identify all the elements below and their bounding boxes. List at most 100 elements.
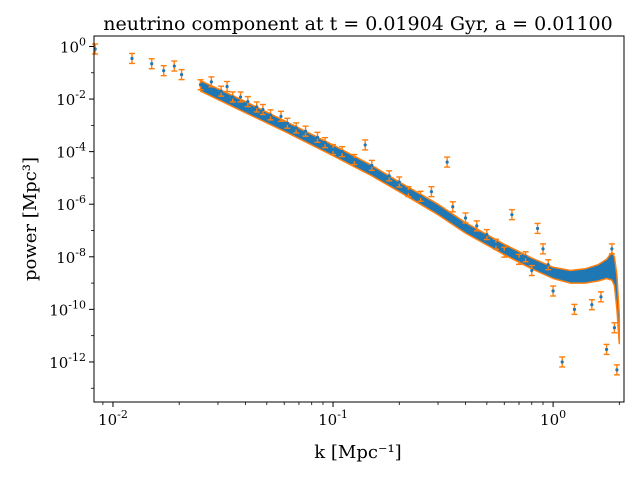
point-marker [225, 84, 229, 89]
point-marker [502, 250, 506, 254]
data-point [611, 322, 618, 334]
point-marker [406, 190, 410, 194]
y-tick-label: 100 [60, 35, 86, 56]
data-point [267, 109, 274, 121]
data-point [396, 176, 403, 188]
spectrum-band [199, 79, 621, 345]
data-point [462, 212, 469, 224]
point-marker [246, 99, 250, 104]
point-marker [572, 307, 577, 311]
y-axis-ticks: 100 10-2 10-4 10-6 10-8 10-10 10-12 [49, 35, 94, 389]
point-marker [162, 69, 166, 73]
point-marker [560, 360, 564, 364]
data-point [322, 136, 329, 149]
point-marker [475, 224, 479, 228]
point-marker [615, 368, 619, 372]
point-marker [517, 257, 521, 261]
point-marker [610, 247, 614, 251]
point-marker [551, 289, 555, 293]
data-point [534, 222, 541, 235]
data-points [92, 43, 620, 376]
point-marker [419, 194, 423, 198]
point-marker [279, 114, 283, 118]
data-point [160, 64, 167, 77]
point-marker [397, 180, 401, 184]
point-marker [530, 268, 534, 273]
data-point [302, 125, 309, 137]
point-marker [209, 80, 213, 84]
point-marker [261, 107, 265, 112]
x-axis-label: k [Mpc⁻¹] [314, 442, 401, 463]
y-tick-label: 10-2 [56, 88, 86, 109]
data-point [483, 228, 490, 241]
data-point [603, 343, 610, 356]
data-point [197, 79, 204, 91]
point-marker [198, 83, 203, 87]
point-marker [352, 157, 356, 162]
point-marker [599, 295, 603, 299]
y-tick-label: 10-10 [49, 298, 86, 319]
point-marker [268, 113, 273, 117]
point-marker [445, 160, 449, 164]
y-tick-label: 10-6 [56, 193, 86, 214]
data-point [208, 76, 215, 88]
point-marker [331, 147, 335, 152]
data-point [224, 80, 231, 93]
data-point [171, 60, 178, 72]
point-marker [429, 190, 434, 194]
plot-frame [93, 35, 625, 403]
data-point [339, 145, 346, 158]
x-tick-label: 10-2 [98, 408, 128, 429]
data-point [550, 285, 557, 297]
data-point [449, 201, 456, 213]
data-point [608, 243, 615, 255]
data-point [613, 364, 620, 376]
spectrum-band-area [199, 79, 621, 345]
point-marker [285, 121, 289, 125]
point-marker [541, 247, 545, 251]
point-marker [387, 174, 391, 178]
data-point [571, 303, 578, 316]
point-marker [363, 143, 367, 147]
point-marker [463, 216, 468, 220]
point-marker [370, 163, 374, 167]
point-marker [485, 232, 489, 237]
data-point [528, 264, 535, 277]
data-point [253, 101, 260, 113]
data-point [405, 185, 412, 198]
point-marker [494, 242, 498, 246]
data-point [588, 299, 595, 311]
data-point [428, 185, 435, 198]
data-point [540, 243, 547, 255]
point-marker [179, 73, 184, 77]
data-point [559, 356, 566, 368]
point-marker [323, 141, 327, 145]
data-point [277, 110, 284, 123]
y-tick-label: 10-4 [56, 141, 86, 162]
data-point [259, 103, 266, 116]
point-marker [219, 89, 223, 93]
point-marker [590, 303, 594, 307]
data-point [148, 58, 155, 70]
point-marker [604, 347, 609, 352]
point-marker [546, 263, 550, 267]
data-point [444, 156, 451, 168]
point-marker [612, 326, 617, 330]
y-tick-label: 10-12 [49, 351, 86, 372]
data-point [362, 139, 369, 151]
data-point [516, 253, 523, 266]
data-point [597, 291, 604, 303]
point-marker [172, 64, 176, 68]
data-point [178, 68, 185, 81]
data-point [293, 122, 300, 134]
x-tick-label: 100 [540, 408, 566, 429]
data-point [473, 220, 480, 232]
data-point [508, 208, 515, 221]
point-marker [535, 226, 540, 231]
point-marker [294, 126, 298, 130]
x-axis-ticks: 10-2 10-1 100 [98, 402, 620, 429]
point-marker [150, 62, 154, 66]
data-point [128, 52, 135, 65]
point-marker [510, 213, 514, 217]
